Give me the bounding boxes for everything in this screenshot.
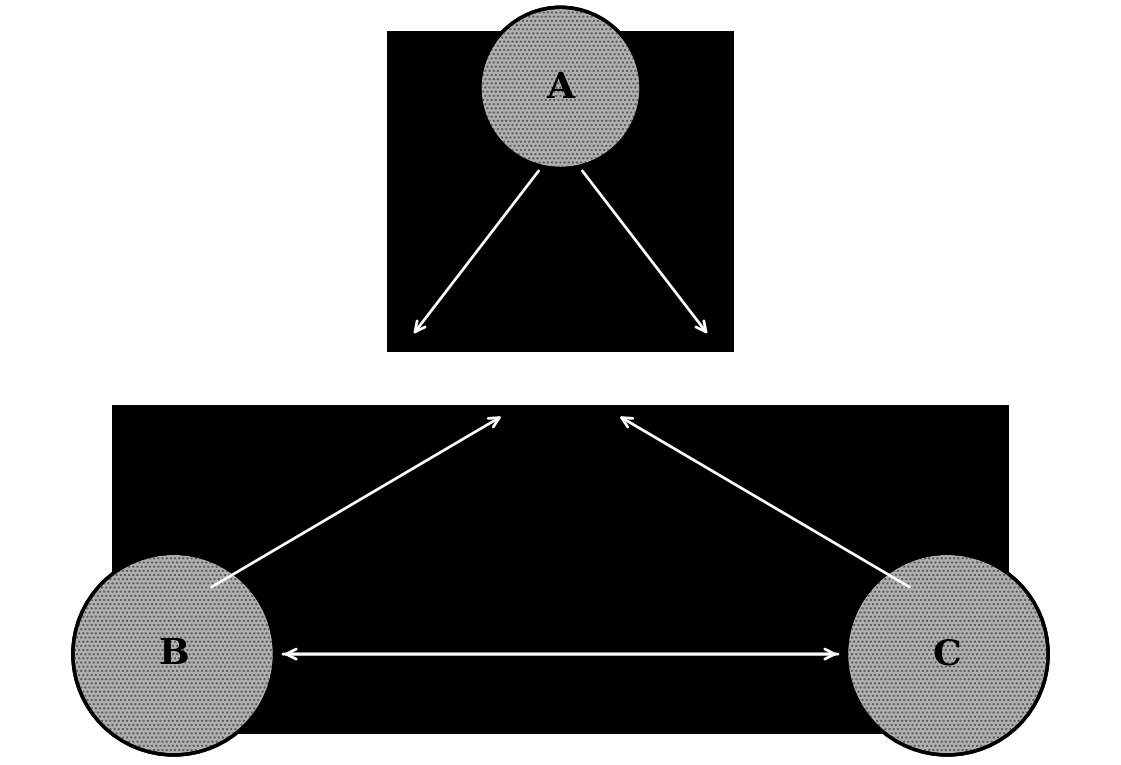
Text: A: A [546, 71, 575, 105]
Ellipse shape [846, 553, 1048, 755]
Ellipse shape [480, 7, 641, 169]
Ellipse shape [73, 553, 275, 755]
Text: C: C [933, 637, 962, 671]
Bar [387, 31, 734, 352]
Text: B: B [158, 637, 189, 671]
Bar [112, 405, 1009, 734]
